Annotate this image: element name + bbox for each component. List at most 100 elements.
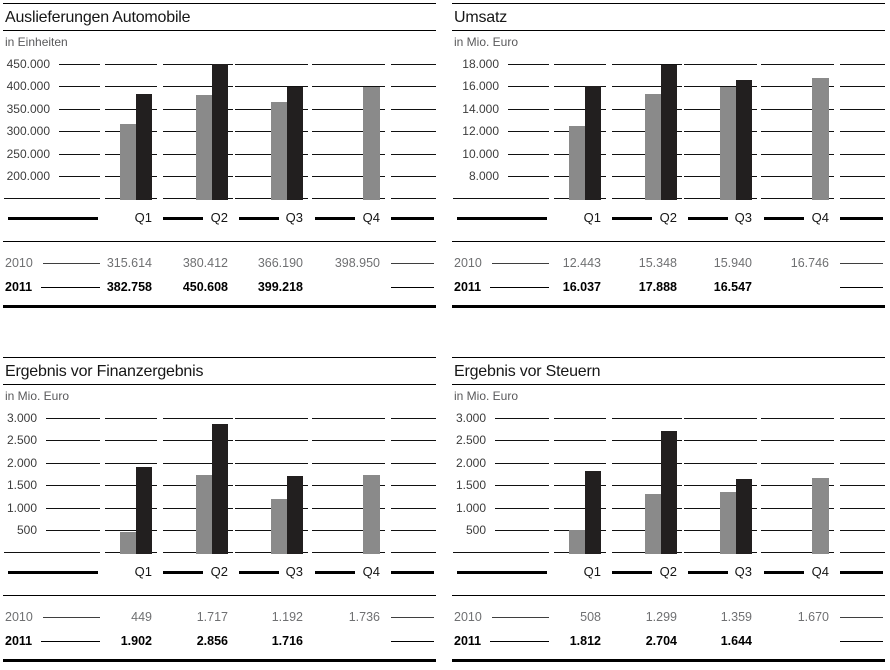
gridline-segment [235,462,308,464]
gridline-segment [391,507,436,509]
bar-2011-q3 [287,86,303,200]
leader-line [41,286,100,288]
divider-rule [3,659,436,662]
bar-2011-q1 [136,467,152,554]
chart-unit-label: in Einheiten [5,35,68,49]
gridline-segment [235,64,308,65]
gridline-segment [163,440,233,442]
chart-panel-operating-profit: Ergebnis vor Finanzergebnis in Mio. Euro… [3,357,436,663]
gridline-segment [761,108,834,110]
gridline-segment [840,552,885,554]
value-2011-q1: 1.902 [120,634,152,648]
gridline-segment [840,176,885,177]
gridline-segment [684,485,757,487]
gridline-segment [4,198,100,200]
x-axis-label-q4: Q4 [811,564,829,579]
x-axis-label-q2: Q2 [659,210,677,225]
gridline-segment [495,530,549,531]
gridline-segment [391,462,436,464]
y-axis-tick-label: 1.500 [6,478,37,493]
gridline-segment [453,552,549,554]
x-axis-line-segment [688,217,728,220]
y-axis-tick-label: 500 [16,523,37,537]
bar-2010-q1 [120,124,136,200]
gridline-segment [312,86,385,88]
x-axis-label-q3: Q3 [285,564,303,579]
bar-2011-q3 [736,478,752,554]
bar-2010-q1 [569,126,585,200]
gridline-segment [840,485,885,487]
x-axis-line-segment [391,217,434,220]
bar-2011-q2 [212,63,228,200]
x-axis-label-q2: Q2 [210,564,228,579]
leader-line [43,262,100,264]
divider-rule [452,3,885,4]
gridline-segment [391,176,436,177]
y-axis-tick-label: 3.000 [455,411,486,425]
y-axis-tick-label: 1.500 [455,478,486,493]
gridline-segment [554,440,606,442]
x-axis-line-segment [840,217,883,220]
leader-line [492,616,549,618]
bar-2011-q3 [287,475,303,554]
bar-2011-q2 [661,65,677,200]
y-axis-tick-label: 12.000 [462,124,499,139]
chart-title: Umsatz [454,9,508,26]
x-axis-line-segment [163,217,203,220]
gridline-segment [391,108,436,110]
gridline-segment [235,485,308,487]
value-2011-q3: 16.547 [713,280,752,294]
y-axis-tick-label: 2.500 [455,433,486,448]
y-axis-tick-label: 14.000 [462,101,499,116]
chart-unit-label: in Mio. Euro [454,35,519,49]
gridline-segment [391,440,436,442]
gridline-segment [840,153,885,155]
divider-rule [3,3,436,4]
y-axis-tick-label: 500 [465,523,486,537]
x-axis-line-segment [239,217,279,220]
gridline-segment [312,440,385,442]
gridline-segment [495,440,549,442]
gridline-segment [59,86,100,88]
gridline-segment [312,485,385,487]
value-2010-q2: 1.299 [645,610,677,624]
gridline-segment [495,418,549,419]
x-axis-line-segment [764,571,804,574]
y-axis-tick-label: 3.000 [6,411,37,425]
gridline-segment [312,131,385,133]
gridline-segment [612,440,682,442]
value-2010-q4: 398.950 [334,256,380,270]
row-label-2010: 2010 [5,610,33,624]
x-axis-label-q4: Q4 [362,564,380,579]
gridline-segment [235,418,308,419]
row-label-2011: 2011 [5,634,33,648]
gridline-segment [46,507,100,509]
chart-title: Auslieferungen Automobile [5,9,191,26]
value-2010-q4: 16.746 [790,256,829,270]
gridline-segment [163,64,233,65]
gridline-segment [391,198,436,200]
gridline-segment [391,86,436,88]
bar-2011-q2 [661,431,677,554]
x-axis-line-segment [239,571,279,574]
gridline-segment [105,485,157,487]
x-axis-line-segment [457,217,547,220]
gridline-segment [612,86,682,88]
gridline-segment [840,198,885,200]
bar-2011-q2 [212,424,228,554]
divider-rule [3,357,436,358]
trailing-dash [840,286,883,288]
y-axis-tick-label: 400.000 [6,79,50,94]
bar-2010-q2 [196,475,212,554]
bar-2010-q1 [120,532,136,554]
plot-area: 3.000 2.500 2.000 1.500 1.000 500 Q1 Q2 Q3 Q4 2010… [3,357,436,663]
divider-rule [452,305,885,308]
gridline-segment [46,462,100,464]
trailing-dash [391,286,434,288]
gridline-segment [391,485,436,487]
gridline-segment [554,418,606,419]
gridline-segment [508,176,549,177]
bar-2010-q4 [363,86,380,200]
divider-rule [452,241,885,242]
